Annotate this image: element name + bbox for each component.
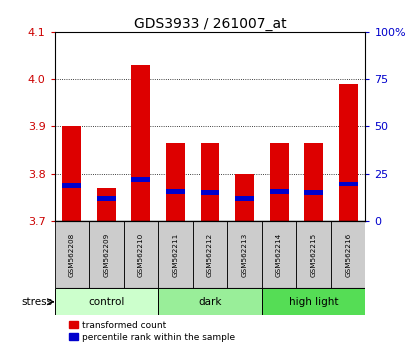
Text: GSM562216: GSM562216 [345,232,351,276]
Bar [89,221,123,288]
Bar [235,196,254,201]
Text: GSM562211: GSM562211 [173,232,178,276]
Bar [227,221,262,288]
Bar [131,177,150,182]
Bar [304,190,323,195]
Bar [331,221,365,288]
Bar [97,196,116,201]
Bar [158,221,193,288]
Bar [131,65,150,221]
Bar [63,126,81,221]
Bar [158,288,262,315]
Text: stress: stress [22,297,53,307]
Text: GSM562215: GSM562215 [311,232,317,276]
Bar [339,182,357,187]
Title: GDS3933 / 261007_at: GDS3933 / 261007_at [134,17,286,31]
Bar [262,288,365,315]
Bar [200,143,220,221]
Bar [63,183,81,188]
Bar [297,221,331,288]
Text: GSM562209: GSM562209 [103,232,109,276]
Bar [123,221,158,288]
Bar [55,221,89,288]
Bar [304,143,323,221]
Bar [339,84,357,221]
Bar [262,221,297,288]
Bar [200,190,220,195]
Bar [166,189,185,194]
Text: GSM562214: GSM562214 [276,232,282,276]
Text: dark: dark [198,297,222,307]
Legend: transformed count, percentile rank within the sample: transformed count, percentile rank withi… [66,317,239,345]
Text: high light: high light [289,297,339,307]
Text: GSM562210: GSM562210 [138,232,144,276]
Bar [55,288,158,315]
Bar [166,143,185,221]
Text: GSM562208: GSM562208 [69,232,75,276]
Text: GSM562212: GSM562212 [207,232,213,276]
Bar [235,174,254,221]
Text: GSM562213: GSM562213 [241,232,247,276]
Bar [270,143,289,221]
Bar [97,188,116,221]
Text: control: control [88,297,125,307]
Bar [193,221,227,288]
Bar [270,189,289,194]
